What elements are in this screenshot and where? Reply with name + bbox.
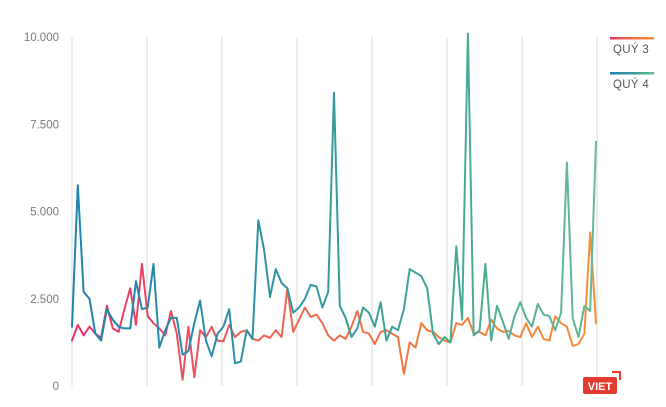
viet-logo: VIET [583,371,621,394]
y-tick-label: 7.500 [30,119,59,131]
series-lines [71,32,597,381]
y-axis: 0 2.500 5.000 7.500 10.000 [24,32,59,393]
series-line-quy-4 [71,32,597,365]
y-tick-label: 5.000 [30,207,59,219]
logo-text: VIET [588,381,613,393]
legend-item-quy-3: QUÝ 3 [610,37,654,56]
logo-badge [583,377,617,394]
series-line-quy-3 [71,231,597,381]
gridlines [71,37,598,386]
legend-label-quy-3: QUÝ 3 [613,43,649,56]
legend-swatch-quy-4 [610,72,654,75]
legend-item-quy-4: QUÝ 4 [610,72,654,91]
logo-mark-icon [612,371,621,380]
legend-swatch-quy-3 [610,37,654,40]
y-tick-label: 2.500 [30,294,59,306]
legend-label-quy-4: QUÝ 4 [613,78,649,91]
legend: QUÝ 3 QUÝ 4 [610,37,654,91]
y-tick-label: 10.000 [24,32,59,44]
y-tick-label: 0 [53,381,59,393]
